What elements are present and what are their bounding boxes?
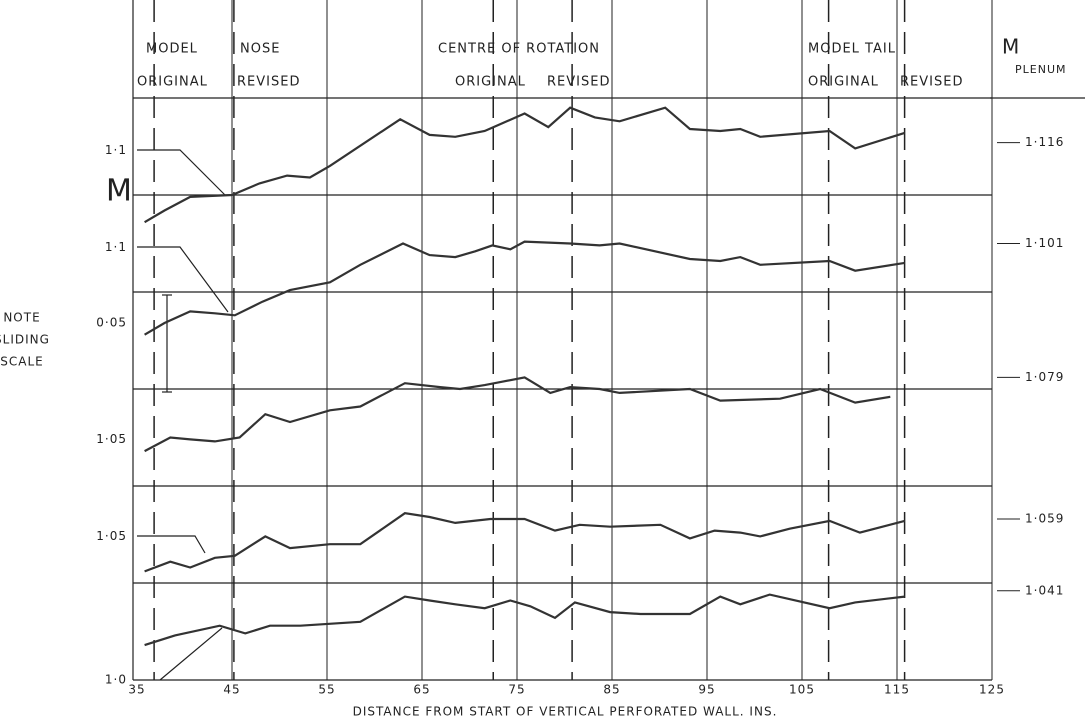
note-text: NOTE [3, 311, 40, 325]
data-line [144, 106, 905, 224]
header-label: NOSE [240, 42, 280, 57]
x-tick-label: 75 [508, 683, 525, 697]
arrow [159, 627, 223, 681]
x-tick-label: 105 [789, 683, 815, 697]
header-label: REVISED [900, 75, 963, 90]
x-tick-label: 125 [979, 683, 1005, 697]
x-tick-label: 55 [318, 683, 335, 697]
data-line [144, 240, 905, 336]
y-tick-label: 0·05 [96, 316, 127, 330]
x-tick-label: 85 [603, 683, 620, 697]
y-tick-label: 1·05 [96, 432, 127, 446]
y-tick-label: 1·1 [105, 240, 127, 254]
y-tick-label: 1·1 [105, 143, 127, 157]
note-text: SLIDING [0, 333, 50, 347]
y-tick-label: 1·05 [96, 529, 127, 543]
x-tick-label: 35 [128, 683, 145, 697]
arrow [137, 149, 226, 196]
plenum-label: 1·116 [1025, 135, 1064, 149]
data-line [144, 593, 905, 647]
header-label: CENTRE OF ROTATION [438, 42, 600, 57]
arrow [137, 535, 206, 554]
header-label: ORIGINAL [455, 75, 526, 90]
data-line [144, 512, 905, 573]
header-label: M [1002, 35, 1020, 59]
x-tick-label: 95 [698, 683, 715, 697]
plenum-label: 1·041 [1025, 583, 1064, 597]
header-label: ORIGINAL [137, 75, 208, 90]
x-axis-title: DISTANCE FROM START OF VERTICAL PERFORAT… [353, 705, 778, 719]
plenum-label: 1·101 [1025, 236, 1064, 250]
note-text: SCALE [0, 355, 43, 369]
header-label: ORIGINAL [808, 75, 879, 90]
frame [132, 0, 1085, 681]
header-label: REVISED [547, 75, 610, 90]
header-label: MODEL TAIL [808, 42, 896, 57]
x-tick-label: 45 [223, 683, 240, 697]
header-label: REVISED [237, 75, 300, 90]
header-label: MODEL [146, 42, 198, 57]
header-label: PLENUM [1015, 63, 1066, 76]
data-line [144, 376, 891, 453]
x-tick-label: 65 [413, 683, 430, 697]
y-axis-title: M [106, 174, 133, 209]
y-tick-label: 1·0 [105, 673, 127, 687]
plenum-label: 1·059 [1025, 511, 1064, 525]
arrow [137, 246, 229, 313]
x-tick-label: 115 [884, 683, 910, 697]
plenum-label: 1·079 [1025, 370, 1064, 384]
